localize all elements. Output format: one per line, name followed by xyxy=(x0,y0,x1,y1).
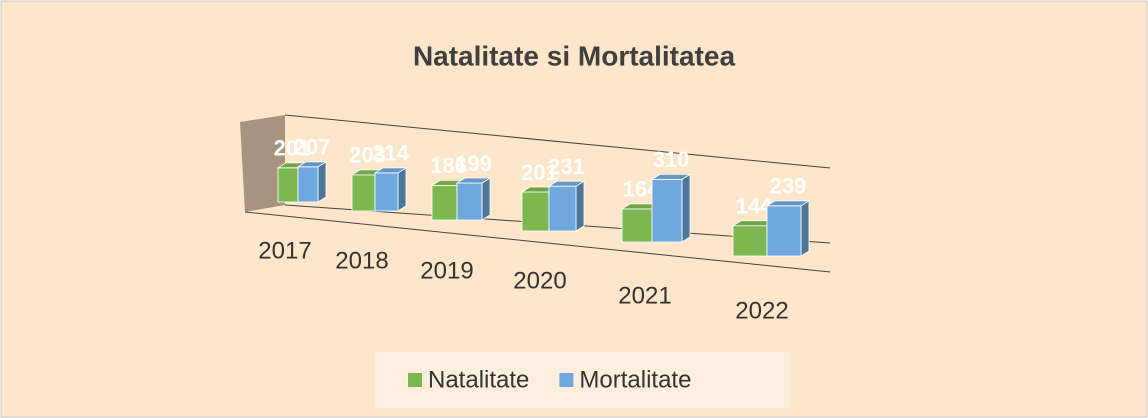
bar-front xyxy=(456,182,483,221)
bar xyxy=(765,200,811,257)
bar-front xyxy=(374,172,399,212)
data-label: 214 xyxy=(372,141,409,166)
bar-side xyxy=(800,200,810,257)
bar-side xyxy=(397,167,407,212)
bar-top xyxy=(373,167,408,174)
x-tick-label: 2019 xyxy=(420,257,473,284)
bar xyxy=(296,161,328,203)
bar-front xyxy=(766,205,802,257)
bar xyxy=(650,173,692,243)
x-tick-label: 2021 xyxy=(618,282,671,309)
legend-swatch xyxy=(408,373,422,387)
bar-side xyxy=(575,180,585,232)
data-label: 199 xyxy=(455,151,492,176)
bar-front xyxy=(548,185,577,232)
bar-front xyxy=(351,174,376,212)
data-label: 203 xyxy=(349,143,386,168)
data-label: 310 xyxy=(653,147,690,172)
data-label: 239 xyxy=(770,174,807,199)
bar-top xyxy=(547,180,586,187)
x-tick-label: 2017 xyxy=(258,237,311,264)
x-tick-label: 2022 xyxy=(735,297,788,324)
bar-front xyxy=(431,185,458,221)
bar-top xyxy=(455,177,492,184)
bar-top xyxy=(296,161,328,168)
bar xyxy=(373,167,408,212)
legend-box xyxy=(375,352,790,408)
x-tick-label: 2020 xyxy=(513,267,566,294)
x-tick-label: 2018 xyxy=(335,247,388,274)
bar-front xyxy=(277,167,299,203)
data-label: 186 xyxy=(430,153,467,178)
legend-swatch xyxy=(559,373,574,387)
side-wall xyxy=(240,115,285,212)
bar-front xyxy=(521,191,550,232)
legend-label: Mortalitate xyxy=(579,366,691,393)
bar-front xyxy=(621,208,653,243)
bar-side xyxy=(681,173,691,243)
bar-front xyxy=(297,166,319,203)
data-label: 231 xyxy=(548,154,585,179)
chart-title: Natalitate si Mortalitatea xyxy=(413,40,736,71)
legend-label: Natalitate xyxy=(428,366,529,393)
bar xyxy=(547,180,586,232)
data-label: 207 xyxy=(294,135,331,160)
bar-front xyxy=(651,178,683,243)
bar-side xyxy=(317,161,327,203)
bar-side xyxy=(481,177,491,221)
bar xyxy=(455,177,492,221)
data-label: 201 xyxy=(274,136,311,161)
data-label: 201 xyxy=(521,160,558,185)
bar-top xyxy=(765,200,811,207)
floor-edge xyxy=(244,211,831,273)
bar-top xyxy=(650,173,692,180)
bar-front xyxy=(732,225,768,257)
wall-edge xyxy=(284,114,831,169)
